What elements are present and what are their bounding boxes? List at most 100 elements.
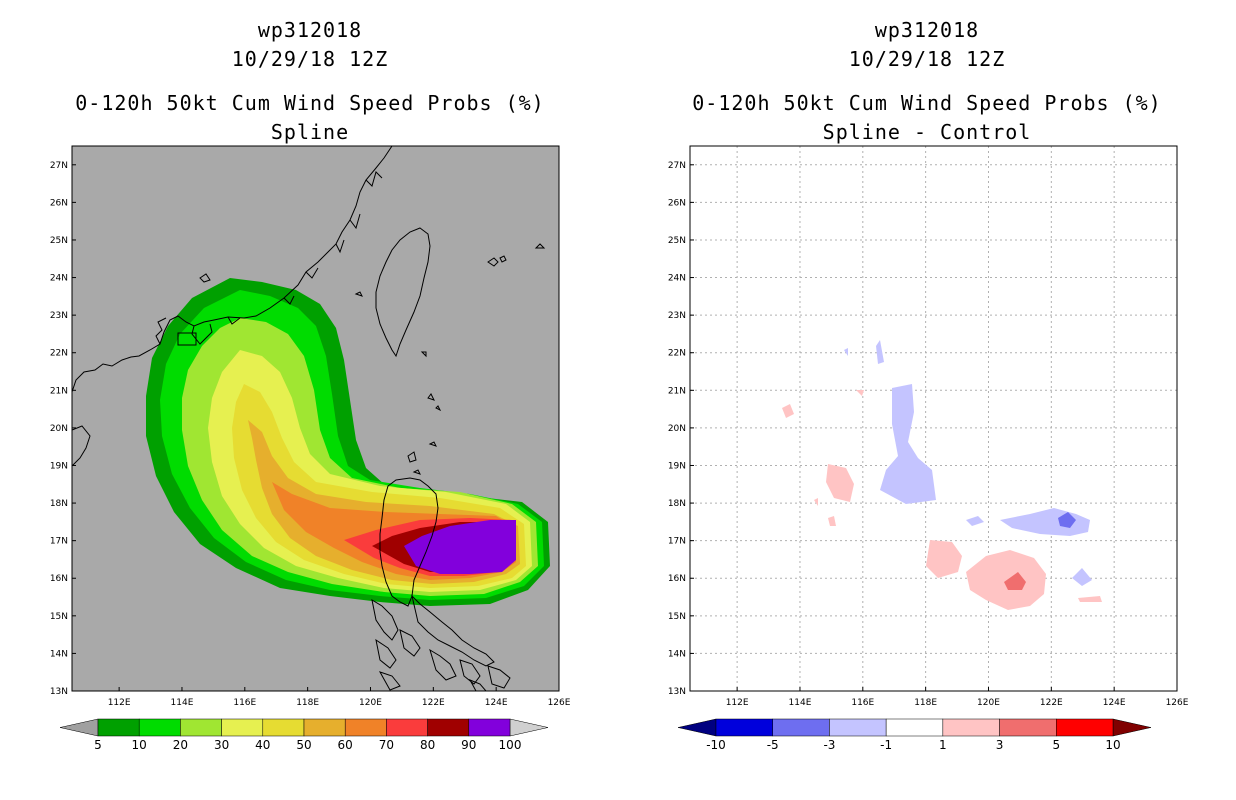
left-colorbar-label: 10 <box>132 738 147 752</box>
left-lat-label: 13N <box>50 687 68 697</box>
diff-pos-pink <box>926 540 962 578</box>
right-lat-label: 13N <box>668 687 686 697</box>
left-product-title: 0-120h 50kt Cum Wind Speed Probs (%) <box>75 91 545 115</box>
diff-neg-mid <box>1058 512 1076 528</box>
right-map-frame <box>689 145 1178 692</box>
right-lat-label: 14N <box>668 649 686 659</box>
left-colorbar-swatch <box>468 718 511 737</box>
left-colorbar-swatch <box>427 718 470 737</box>
right-lat-label: 18N <box>668 499 686 509</box>
left-colorbar-swatch <box>344 718 387 737</box>
right-lat-label: 24N <box>668 274 686 284</box>
right-colorbar-swatch <box>942 718 1000 737</box>
right-colorbar-label: 5 <box>1052 738 1060 752</box>
right-colorbar-label: -5 <box>767 738 779 752</box>
diff-neg-blue <box>880 384 936 504</box>
right-lon-label: 116E <box>851 698 874 708</box>
right-lat-label: 21N <box>668 386 686 396</box>
left-lat-label: 21N <box>50 386 68 396</box>
right-lat-label: 16N <box>668 574 686 584</box>
left-lat-label: 24N <box>50 274 68 284</box>
right-colorbar-overflow <box>1112 718 1152 737</box>
left-lat-label: 26N <box>50 198 68 208</box>
right-difference-contours <box>782 340 1102 610</box>
left-colorbar-label: 90 <box>461 738 476 752</box>
left-colorbar-label: 40 <box>255 738 270 752</box>
right-colorbar-label: 10 <box>1105 738 1120 752</box>
right-lon-label: 114E <box>789 698 812 708</box>
left-lon-label: 120E <box>359 698 382 708</box>
right-lon-label: 124E <box>1103 698 1126 708</box>
right-colorbar: -10 -5 -3 -1 1 3 5 10 <box>677 718 1152 752</box>
right-lat-label: 23N <box>668 311 686 321</box>
right-axis-labels: 27N 26N 25N 24N 23N 22N 21N 20N 19N 18N 17N 16N 15N 1… <box>668 161 1189 708</box>
right-colorbar-swatch <box>999 718 1057 737</box>
left-colorbar-swatch <box>303 718 346 737</box>
right-colorbar-swatch <box>772 718 830 737</box>
right-lat-label: 20N <box>668 424 686 434</box>
left-colorbar-label: 60 <box>338 738 353 752</box>
left-datetime: 10/29/18 12Z <box>231 47 389 71</box>
right-lat-label: 22N <box>668 349 686 359</box>
prob-90-100 <box>404 520 516 574</box>
left-lon-label: 124E <box>485 698 508 708</box>
right-colorbar-swatch <box>829 718 887 737</box>
left-colorbar-label: 70 <box>379 738 394 752</box>
left-colorbar-label: 20 <box>173 738 188 752</box>
left-colorbar-label: 50 <box>296 738 311 752</box>
left-lon-label: 112E <box>108 698 131 708</box>
right-lat-label: 27N <box>668 161 686 171</box>
left-lat-label: 17N <box>50 537 68 547</box>
right-lat-label: 15N <box>668 612 686 622</box>
left-lat-label: 22N <box>50 349 68 359</box>
diff-pos-pink <box>814 498 818 506</box>
left-colorbar-swatch <box>97 718 140 737</box>
right-colorbar-label: -10 <box>706 738 726 752</box>
right-map <box>689 145 1178 692</box>
left-colorbar-label: 5 <box>94 738 102 752</box>
right-map-background <box>690 146 1177 691</box>
diff-neg-blue <box>876 340 884 364</box>
left-colorbar: 5 10 20 30 40 50 60 70 80 90 100 <box>59 718 549 752</box>
right-lon-label: 118E <box>914 698 937 708</box>
diff-neg-blue <box>966 516 984 526</box>
left-lat-label: 14N <box>50 649 68 659</box>
left-colorbar-label: 80 <box>420 738 435 752</box>
right-colorbar-swatch <box>885 718 944 737</box>
left-map <box>71 145 560 692</box>
left-lat-label: 16N <box>50 574 68 584</box>
right-colorbar-underflow <box>677 718 717 737</box>
left-lat-label: 25N <box>50 236 68 246</box>
right-subtitle: Spline - Control <box>822 120 1032 144</box>
diff-pos-pink <box>826 464 854 502</box>
left-lat-label: 18N <box>50 499 68 509</box>
left-colorbar-swatch <box>180 718 222 737</box>
right-colorbar-label: -3 <box>823 738 835 752</box>
right-colorbar-label: -1 <box>880 738 892 752</box>
right-lon-label: 122E <box>1040 698 1063 708</box>
diff-pos-pink <box>1078 596 1102 602</box>
right-lat-label: 25N <box>668 236 686 246</box>
left-lon-label: 116E <box>233 698 256 708</box>
right-datetime: 10/29/18 12Z <box>848 47 1006 71</box>
left-colorbar-label: 30 <box>214 738 229 752</box>
right-product-title: 0-120h 50kt Cum Wind Speed Probs (%) <box>692 91 1162 115</box>
right-colorbar-label: 1 <box>939 738 947 752</box>
right-lon-label: 112E <box>726 698 749 708</box>
left-lat-label: 19N <box>50 461 68 471</box>
diff-pos-pink <box>966 550 1046 610</box>
left-map-frame <box>71 145 560 692</box>
diff-pos-pink <box>782 404 794 418</box>
left-probability-contours <box>146 278 550 606</box>
left-lat-label: 23N <box>50 311 68 321</box>
left-colorbar-label: 100 <box>499 738 522 752</box>
diff-pos-pink <box>828 516 836 526</box>
right-storm-id: wp312018 <box>874 18 980 42</box>
left-storm-id: wp312018 <box>257 18 363 42</box>
left-axis-labels: 27N 26N 25N 24N 23N 22N 21N 20N 19N 18N 17N 16N 15N 1… <box>50 161 571 708</box>
left-lat-label: 15N <box>50 612 68 622</box>
left-colorbar-swatch <box>221 718 264 737</box>
left-colorbar-underflow <box>59 718 99 737</box>
right-lat-label: 26N <box>668 198 686 208</box>
left-lon-label: 118E <box>296 698 319 708</box>
